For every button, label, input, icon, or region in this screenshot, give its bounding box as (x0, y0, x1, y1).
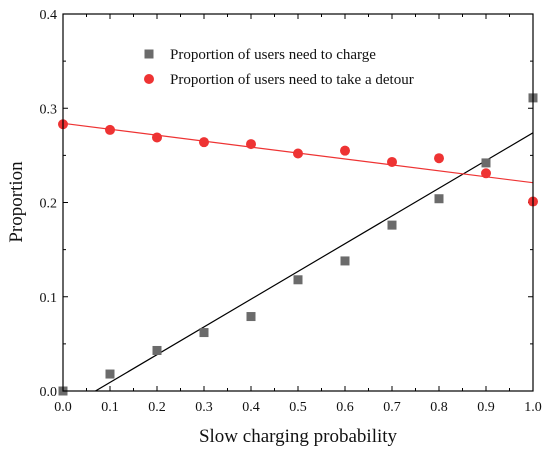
x-tick-label: 0.2 (148, 400, 166, 415)
data-point-charge (340, 256, 350, 266)
data-point-detour (105, 124, 115, 135)
plot-frame (62, 13, 534, 392)
legend-marker-detour (144, 74, 154, 84)
data-point-charge (246, 312, 256, 322)
y-tick-label: 0.3 (40, 102, 58, 117)
x-tick-label: 0.8 (430, 400, 448, 415)
x-tick-label: 0.9 (477, 400, 495, 415)
frame-layer (62, 13, 534, 392)
legend-label: Proportion of users need to take a detou… (170, 72, 414, 88)
data-point-detour (434, 153, 444, 164)
data-point-detour (481, 168, 491, 179)
fit-lines-layer (63, 122, 533, 391)
x-tick-label: 0.4 (242, 400, 260, 415)
data-point-detour (152, 132, 162, 143)
legend-marker-charge (144, 49, 154, 59)
data-point-charge (481, 158, 491, 168)
x-tick-label: 1.0 (524, 400, 542, 415)
data-point-charge (434, 194, 444, 204)
x-axis-title: Slow charging probability (199, 426, 398, 447)
data-point-charge (105, 369, 115, 379)
data-point-charge (387, 220, 397, 230)
y-tick-label: 0.2 (40, 197, 58, 212)
legend: Proportion of users need to charge Propor… (144, 47, 414, 88)
x-tick-label: 0.0 (54, 400, 72, 415)
data-point-charge (199, 328, 209, 338)
data-point-detour (293, 148, 303, 159)
data-point-detour (246, 139, 256, 150)
data-point-charge (152, 345, 162, 355)
x-tick-label: 0.3 (195, 400, 213, 415)
points-layer (58, 93, 538, 396)
data-point-charge (293, 275, 303, 285)
y-tick-label: 0.4 (40, 8, 58, 23)
data-point-detour (199, 137, 209, 148)
data-point-detour (387, 156, 397, 167)
fit-line-series-1 (95, 132, 533, 391)
x-tick-label: 0.6 (336, 400, 354, 415)
y-tick-label: 0.1 (40, 291, 58, 306)
x-tick-label: 0.1 (101, 400, 119, 415)
x-tick-label: 0.5 (289, 400, 307, 415)
x-tick-label: 0.7 (383, 400, 401, 415)
y-axis-title: Proportion (6, 161, 27, 243)
legend-label: Proportion of users need to charge (170, 47, 376, 63)
y-tick-label: 0.0 (40, 385, 58, 400)
axes-layer: 0.0 0.1 0.2 0.3 0.4 0.5 0.6 0.7 0.8 0.9 1.0 0.0 0.1 0… (40, 8, 542, 415)
data-point-detour (340, 145, 350, 156)
